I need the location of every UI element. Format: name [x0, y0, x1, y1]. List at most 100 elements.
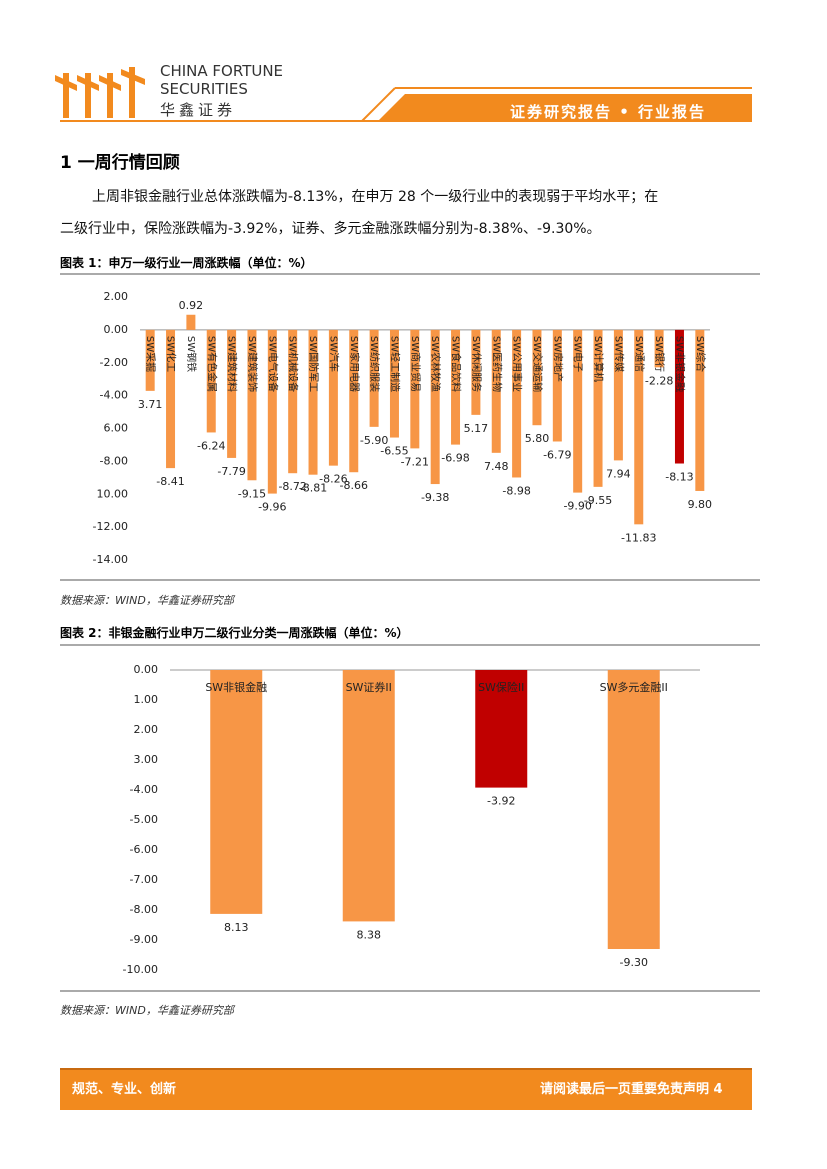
y-tick-label: -10.00: [123, 963, 158, 976]
footer-right: 请阅读最后一页重要免责声明 4: [540, 1082, 723, 1097]
x-tick-label: SW有色金属: [205, 336, 218, 392]
value-label: -8.66: [340, 479, 368, 492]
y-tick-label: 6.00: [104, 422, 129, 435]
value-label: -7.79: [217, 465, 245, 478]
value-label: -9.96: [258, 501, 286, 514]
bar: [552, 329, 562, 442]
x-tick-label: SW化工: [165, 336, 178, 372]
source: 数据来源：WIND，华鑫证券研究部: [60, 1004, 234, 1017]
x-tick-label: SW传媒: [612, 336, 624, 372]
x-tick-label: SW计算机: [592, 336, 605, 382]
company-en: SECURITIES: [160, 80, 248, 98]
x-tick-label: SW家用电器: [348, 336, 361, 392]
x-tick-label: SW银行: [653, 336, 666, 372]
bar: [227, 329, 237, 458]
value-label: 7.48: [484, 460, 509, 473]
x-tick-label: SW汽车: [327, 336, 340, 372]
value-label: -9.55: [584, 494, 612, 507]
bar: [288, 329, 298, 474]
y-tick-label: -12.00: [93, 520, 128, 533]
value-label: 5.17: [464, 422, 489, 435]
x-tick-label: SW通信: [633, 336, 645, 372]
x-tick-label: SW建筑装饰: [246, 336, 259, 392]
value-label: -2.28: [645, 374, 673, 387]
footer-left: 规范、专业、创新: [72, 1082, 177, 1097]
x-tick-label: SW轻工制造: [388, 336, 401, 392]
x-tick-label: SW国防军工: [307, 336, 320, 392]
bar: [613, 329, 623, 461]
value-label: -8.41: [156, 475, 184, 488]
bar: [674, 329, 684, 464]
company-en: CHINA FORTUNE: [160, 62, 284, 80]
footer-band: [60, 1068, 752, 1110]
bar: [593, 329, 603, 487]
value-label: -8.13: [665, 471, 693, 484]
x-tick-label: SW纺织服装: [368, 336, 381, 392]
y-tick-label: -2.00: [100, 356, 128, 369]
value-label: -5.90: [360, 434, 388, 447]
bar: [410, 329, 420, 449]
value-label: 8.38: [357, 928, 382, 941]
bar: [430, 329, 440, 485]
bar: [328, 329, 338, 466]
company-cn: 华鑫证券: [160, 101, 237, 119]
x-tick-label: SW非银金融: [205, 680, 267, 694]
figure-title: 图表 1：申万一级行业一周涨跌幅（单位：%）: [60, 256, 313, 270]
x-tick-label: SW电子: [572, 336, 585, 372]
paragraph-line: 二级行业中，保险涨跌幅为-3.92%，证券、多元金融涨跌幅分别为-8.38%、-…: [60, 221, 601, 237]
logo: [55, 67, 145, 118]
x-tick-label: SW食品饮料: [450, 336, 463, 392]
x-tick-label: SW电气设备: [266, 336, 279, 392]
bar: [166, 329, 176, 469]
bar: [145, 329, 155, 391]
y-tick-label: 2.00: [104, 290, 129, 303]
value-label: -8.98: [502, 484, 530, 497]
value-label: -6.79: [543, 448, 571, 461]
value-label: -3.92: [487, 795, 515, 808]
report-type: 证券研究报告 • 行业报告: [510, 103, 707, 121]
value-label: -8.81: [299, 482, 327, 495]
y-tick-label: 10.00: [97, 487, 129, 500]
x-tick-label: SW医药生物: [490, 336, 503, 392]
x-tick-label: SW休闲服务: [470, 336, 483, 392]
bar: [186, 314, 196, 330]
value-label: -8.72: [278, 480, 306, 493]
value-label: -9.38: [421, 491, 449, 504]
x-tick-label: SW采掘: [144, 336, 157, 372]
value-label: -6.55: [380, 445, 408, 458]
value-label: 9.80: [688, 498, 713, 511]
y-tick-label: 3.00: [134, 753, 159, 766]
x-tick-label: SW商业贸易: [409, 336, 422, 392]
x-tick-label: SW钢铁: [185, 336, 198, 372]
bar: [512, 329, 522, 478]
bar: [634, 329, 644, 525]
y-tick-label: -6.00: [130, 843, 158, 856]
bar: [389, 329, 399, 438]
bar: [654, 329, 664, 368]
value-label: -7.21: [401, 455, 429, 468]
y-tick-label: 2.00: [134, 723, 159, 736]
y-tick-label: -8.00: [130, 903, 158, 916]
bar: [342, 670, 395, 922]
y-tick-label: -14.00: [93, 553, 128, 566]
x-tick-label: SW房地产: [551, 336, 564, 382]
y-tick-label: 0.00: [134, 663, 159, 676]
y-tick-label: -8.00: [100, 454, 128, 467]
value-label: 5.80: [525, 432, 550, 445]
x-tick-label: SW公用事业: [511, 336, 524, 392]
x-tick-label: SW综合: [694, 336, 707, 372]
bar: [573, 329, 583, 493]
bar: [695, 329, 705, 491]
bar: [532, 329, 542, 426]
chart: 2.00 0.00 -2.00 -4.00 6.00 -8.00 10.00 -12.00 -1…: [60, 273, 760, 581]
x-tick-label: SW多元金融II: [600, 680, 668, 694]
x-tick-label: SW农林牧渔: [429, 336, 442, 392]
value-label: 8.13: [224, 921, 249, 934]
bar: [349, 329, 359, 473]
x-tick-label: SW保险II: [478, 680, 524, 694]
bar: [369, 329, 379, 427]
y-tick-label: -9.00: [130, 933, 158, 946]
bar: [475, 670, 528, 788]
x-tick-label: SW交通运输: [531, 336, 544, 392]
